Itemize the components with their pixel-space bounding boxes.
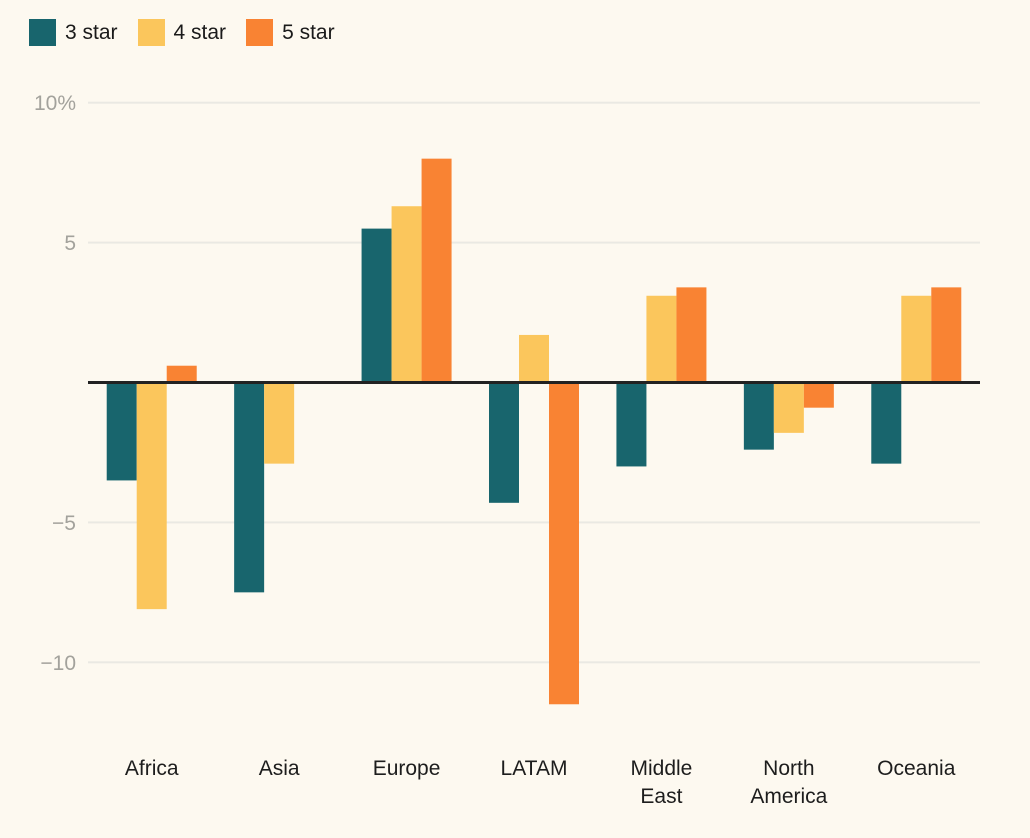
bar-3-star-europe[interactable]	[361, 228, 392, 383]
bar-3-star-asia[interactable]	[234, 382, 265, 593]
gridline	[88, 661, 980, 664]
bar-3-star-middle-east[interactable]	[616, 382, 647, 467]
legend-label-5-star: 5 star	[282, 21, 335, 44]
bar-4-star-middle-east[interactable]	[646, 295, 677, 383]
legend-label-4-star: 4 star	[173, 21, 227, 44]
legend-swatch-3-star	[29, 19, 56, 46]
category-label-north-america: North America	[750, 757, 827, 808]
chart-legend: 3 star 4 star 5 star	[29, 19, 335, 46]
category-label-asia: Asia	[259, 757, 300, 780]
bar-5-star-europe[interactable]	[421, 158, 452, 383]
y-tick-label: −5	[52, 512, 76, 535]
gridline	[88, 241, 980, 244]
bar-4-star-oceania[interactable]	[901, 295, 932, 383]
bar-5-star-latam[interactable]	[549, 382, 579, 705]
bar-3-star-oceania[interactable]	[871, 382, 902, 464]
gridline	[88, 521, 980, 524]
bar-5-star-north-america[interactable]	[803, 382, 834, 408]
legend-item-5-star[interactable]: 5 star	[246, 19, 335, 46]
y-tick-label: 10%	[34, 92, 76, 115]
y-tick-label: −10	[40, 652, 76, 675]
bar-4-star-latam[interactable]	[519, 334, 549, 383]
bar-3-star-africa[interactable]	[106, 382, 137, 481]
legend-item-3-star[interactable]: 3 star	[29, 19, 118, 46]
bar-4-star-asia[interactable]	[264, 382, 295, 464]
bar-5-star-africa[interactable]	[166, 365, 197, 383]
category-label-oceania: Oceania	[877, 757, 956, 780]
y-tick-label: 5	[64, 232, 76, 255]
category-label-europe: Europe	[373, 757, 441, 780]
bar-5-star-middle-east[interactable]	[676, 287, 707, 383]
bar-4-star-africa[interactable]	[136, 382, 167, 610]
legend-item-4-star[interactable]: 4 star	[137, 19, 227, 46]
bar-4-star-europe[interactable]	[391, 206, 422, 383]
legend-label-3-star: 3 star	[65, 21, 118, 44]
category-label-latam: LATAM	[501, 757, 568, 780]
x-axis-line	[88, 381, 980, 384]
bar-5-star-oceania[interactable]	[931, 287, 962, 383]
bar-4-star-north-america[interactable]	[773, 382, 804, 433]
legend-swatch-4-star	[137, 19, 165, 46]
category-label-middle-east: Middle East	[630, 757, 692, 808]
gridline	[88, 101, 980, 104]
bar-3-star-latam[interactable]	[489, 382, 519, 503]
legend-swatch-5-star	[246, 19, 274, 46]
bar-3-star-north-america[interactable]	[743, 382, 774, 450]
category-label-africa: Africa	[125, 757, 179, 780]
